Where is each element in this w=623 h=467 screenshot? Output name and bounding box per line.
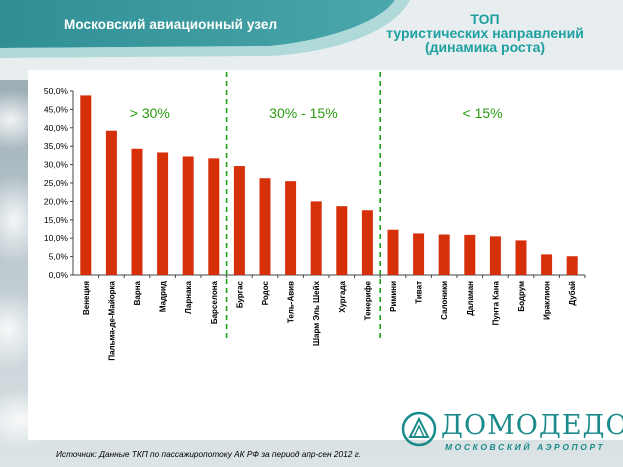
category-label: Тель-Авив — [287, 281, 296, 323]
category-label: Шарм Эль Шейх — [312, 280, 321, 346]
airport-emblem-icon — [401, 411, 437, 447]
chart-title-line-3: (динамика роста) — [424, 39, 546, 55]
y-tick-label: 30,0% — [44, 160, 69, 170]
category-label: Даламан — [466, 281, 475, 316]
bar — [157, 152, 169, 275]
bar — [413, 233, 425, 275]
category-label: Ларнака — [184, 280, 193, 313]
source-note: Источник: Данные ТКП по пассажиропотоку … — [56, 449, 362, 459]
chart-panel: 0,0% 5,0% 10,0% 15,0% 20,0% 25,0% 30,0% 35,0% 40… — [28, 70, 623, 440]
bar — [566, 256, 578, 275]
y-tick-label: 5,0% — [49, 252, 69, 262]
category-label: Салоники — [440, 281, 449, 320]
y-tick-label: 15,0% — [44, 215, 69, 225]
y-tick-label: 20,0% — [44, 196, 69, 206]
category-label: Хургада — [338, 280, 347, 312]
slide-title: Московский авиационный узел — [64, 17, 278, 32]
category-label: Пальма-де-Майорка — [107, 280, 116, 360]
logo-subtitle: МОСКОВСКИЙ АЭРОПОРТ — [445, 442, 606, 452]
category-label: Тиват — [415, 281, 424, 304]
y-tick-label: 50,0% — [44, 86, 69, 96]
y-tick-label: 40,0% — [44, 123, 69, 133]
bar-chart: 0,0% 5,0% 10,0% 15,0% 20,0% 25,0% 30,0% 35,0% 40… — [44, 72, 586, 361]
y-tick-label: 45,0% — [44, 104, 69, 114]
category-label: Ираклион — [543, 281, 552, 320]
group-label: 30% - 15% — [269, 105, 337, 121]
y-tick-label: 0,0% — [49, 270, 69, 280]
bar — [310, 201, 322, 275]
bar — [105, 130, 117, 275]
category-label: Бургас — [235, 280, 244, 308]
logo-name: ДОМОДЕДОВО — [441, 410, 623, 441]
chart-title-line-2: туристических направлений — [386, 25, 584, 41]
bar — [80, 95, 92, 275]
category-label: Бодрум — [517, 281, 526, 312]
bar — [131, 148, 143, 275]
group-label: < 15% — [463, 105, 503, 121]
y-tick-label: 10,0% — [44, 233, 69, 243]
bar — [336, 206, 348, 275]
bar — [387, 229, 399, 275]
category-label: Барселона — [210, 280, 219, 324]
bar — [489, 236, 501, 275]
category-label: Родос — [261, 280, 270, 305]
bar — [233, 166, 245, 275]
group-label: > 30% — [130, 105, 170, 121]
bar — [541, 254, 553, 275]
chart-title-line-1: ТОП — [470, 11, 500, 27]
bar — [259, 178, 271, 275]
category-label: Венеция — [82, 281, 91, 315]
bar — [208, 158, 220, 275]
category-label: Римини — [389, 281, 398, 312]
category-label: Мадрид — [159, 281, 168, 312]
category-label: Варна — [133, 280, 142, 305]
bar — [515, 240, 527, 275]
bar — [361, 210, 373, 275]
category-label: Тенерифе — [363, 280, 372, 320]
header-band — [0, 0, 623, 80]
category-label: Пунта Кана — [491, 280, 500, 325]
bar — [438, 234, 450, 275]
domodedovo-logo: ДОМОДЕДОВО МОСКОВСКИЙ АЭРОПОРТ — [401, 407, 623, 459]
category-label: Дубай — [568, 281, 577, 306]
bar — [464, 234, 476, 275]
bar — [285, 181, 297, 275]
y-tick-label: 35,0% — [44, 141, 69, 151]
y-tick-label: 25,0% — [44, 178, 69, 188]
bar — [182, 156, 194, 275]
chart-title: ТОП туристических направлений (динамика … — [360, 12, 610, 54]
